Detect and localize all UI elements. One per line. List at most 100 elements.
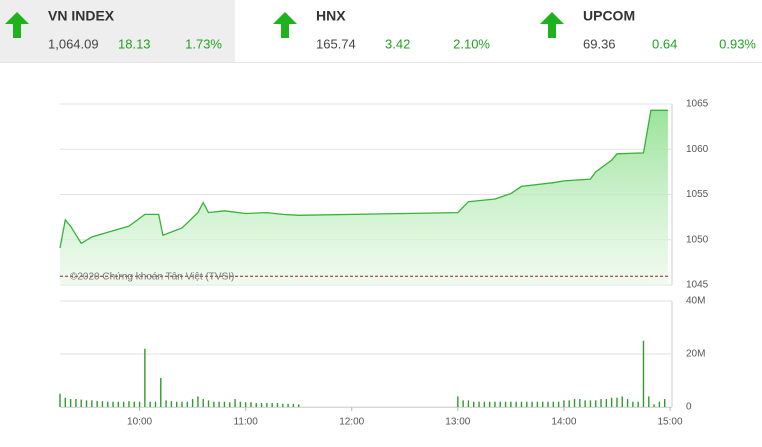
- volume-bar: [64, 397, 67, 407]
- volume-bar: [478, 401, 480, 407]
- volume-bar: [202, 399, 204, 407]
- volume-bar: [504, 401, 507, 407]
- volume-bar: [229, 402, 231, 407]
- volume-bar: [91, 400, 93, 407]
- volume-bar: [457, 396, 459, 407]
- volume-bar: [234, 399, 236, 407]
- price-area: [60, 110, 668, 285]
- volume-bar: [568, 400, 570, 407]
- volume-bar: [122, 401, 125, 407]
- x-tick-label: 12:00: [339, 417, 364, 428]
- volume-bar: [473, 401, 475, 407]
- volume-bar: [96, 400, 98, 407]
- index-name: HNX: [316, 8, 346, 24]
- x-tick-label: 11:00: [234, 417, 259, 428]
- volume-bar: [536, 401, 539, 407]
- volume-bar: [547, 401, 549, 407]
- y-tick-label: 20M: [686, 349, 705, 360]
- index-value: 165.74: [316, 36, 356, 51]
- volume-bar: [276, 403, 279, 407]
- volume-bar: [144, 348, 146, 407]
- volume-bar: [101, 401, 104, 407]
- volume-bar: [197, 396, 199, 407]
- index-tile[interactable]: VN INDEX 1,064.09 18.13 1.73%: [5, 8, 222, 52]
- watermark: ©2020 Chứng khoán Tân Việt (TVSI): [70, 272, 234, 283]
- up-arrow: [540, 12, 564, 38]
- volume-bar: [663, 399, 666, 407]
- volume-bar: [589, 400, 592, 407]
- volume-bar: [621, 396, 623, 407]
- volume-bar: [128, 401, 130, 407]
- volume-bar: [584, 400, 586, 407]
- x-tick-label: 15:00: [657, 417, 682, 428]
- x-tick-label: 13:00: [445, 417, 470, 428]
- volume-bar: [59, 393, 61, 407]
- volume-bar: [600, 399, 602, 407]
- volume-bar: [186, 401, 189, 407]
- volume-bar: [218, 401, 220, 407]
- volume-bar: [579, 399, 581, 407]
- index-value: 1,064.09: [48, 36, 99, 51]
- volume-bar: [138, 401, 141, 407]
- volume-bar: [297, 404, 300, 407]
- y-tick-label: 0: [686, 402, 692, 413]
- price-line: [59, 109, 668, 249]
- volume-bar: [160, 377, 162, 407]
- index-tile[interactable]: UPCOM 69.36 0.64 0.93%: [540, 8, 756, 52]
- volume-bar: [213, 401, 215, 407]
- volume-bar: [255, 403, 257, 407]
- index-tile[interactable]: HNX 165.74 3.42 2.10%: [273, 8, 490, 52]
- y-tick-label: 1050: [686, 234, 709, 245]
- volume-bar: [658, 401, 661, 407]
- y-tick-label: 1060: [686, 144, 709, 155]
- volume-bar: [552, 401, 555, 407]
- volume-bar: [271, 403, 273, 407]
- volume-bar: [239, 401, 242, 407]
- volume-bar: [266, 403, 268, 407]
- volume-bar: [526, 401, 528, 407]
- volume-bar: [75, 399, 77, 407]
- volume-bar: [462, 400, 464, 407]
- y-tick-label: 1055: [686, 189, 709, 200]
- volume-bar: [610, 397, 613, 407]
- volume-bar: [520, 401, 523, 407]
- index-name: VN INDEX: [48, 8, 115, 24]
- volume-bar: [154, 401, 157, 407]
- volume-bar: [648, 396, 650, 407]
- volume-bar: [499, 401, 501, 407]
- volume-bar: [642, 340, 645, 407]
- index-name: UPCOM: [583, 8, 635, 24]
- y-tick-label: 40M: [686, 296, 705, 307]
- x-tick-label: 14:00: [551, 417, 576, 428]
- volume-bar: [595, 400, 597, 407]
- volume-bar: [626, 399, 629, 407]
- volume-bar: [573, 399, 576, 407]
- volume-bar: [632, 401, 634, 407]
- index-percent: 1.73%: [185, 36, 222, 51]
- y-tick-label: 1065: [686, 99, 709, 110]
- volume-bar: [637, 401, 639, 407]
- up-arrow: [5, 12, 29, 38]
- volume-bar: [541, 401, 544, 407]
- volume-bar: [292, 403, 295, 407]
- tile-bg: [0, 0, 235, 62]
- volume-bar: [287, 403, 289, 407]
- volume-bar: [149, 401, 151, 407]
- volume-bar: [557, 401, 560, 407]
- volume-bar: [260, 403, 263, 407]
- index-change: 3.42: [385, 36, 410, 51]
- index-value: 69.36: [583, 36, 616, 51]
- volume-bar: [117, 401, 120, 407]
- volume-bar: [563, 400, 565, 407]
- volume-bar: [494, 401, 496, 407]
- volume-bar: [191, 399, 194, 407]
- volume-bar: [653, 404, 655, 407]
- up-arrow: [273, 12, 297, 38]
- index-percent: 2.10%: [453, 36, 490, 51]
- volume-bar: [515, 401, 517, 407]
- volume-bar: [510, 401, 512, 407]
- volume-bar: [605, 399, 608, 407]
- volume-bar: [181, 401, 183, 407]
- volume-bar: [467, 400, 470, 407]
